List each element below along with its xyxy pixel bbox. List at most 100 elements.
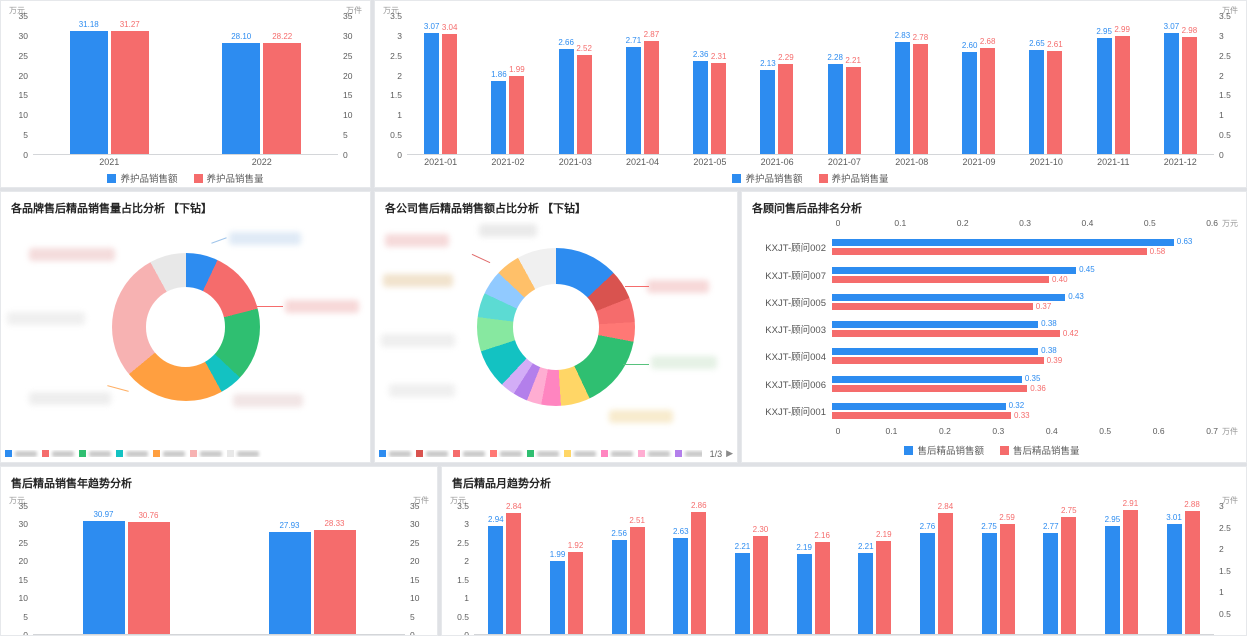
- y-tick: 3: [1219, 501, 1224, 511]
- legend-item[interactable]: 养护品销售量: [818, 171, 889, 185]
- legend-chip[interactable]: [675, 450, 702, 457]
- bar-value-label: 2.21: [845, 55, 861, 65]
- bar-group: 2.75 2.59: [981, 506, 1015, 634]
- bar-value-label: 2.77: [1042, 521, 1059, 531]
- donut-ring[interactable]: [477, 247, 635, 406]
- y-tick: 0: [23, 630, 28, 636]
- donut-ring[interactable]: [111, 252, 260, 401]
- bar-wrap: 2.31: [711, 16, 726, 154]
- row-bars: 0.45 0.40: [832, 263, 1236, 287]
- bar-sales-volume: [1114, 36, 1130, 154]
- bar-sales-volume: [127, 521, 170, 634]
- bar-chart: 万元 万件 0 5 10 15 20 25 30 35 30.97 30.76 27.93 28.33 0 5…: [1, 491, 437, 635]
- blurred-legend-text: [389, 450, 411, 457]
- panel-title: 各品牌售后精品销售量占比分析 【下钻】: [11, 203, 213, 215]
- bar-sales-amount: [693, 60, 709, 154]
- legend-swatch: [527, 450, 534, 457]
- legend-item[interactable]: 售后精品销售额: [904, 443, 984, 457]
- y-axis-right: 0.5 1 1.5 2 2.5 3: [1214, 501, 1240, 635]
- legend-swatch: [416, 450, 423, 457]
- bar-value-label: 1.99: [509, 64, 525, 74]
- bar-group: 2.66 2.52: [558, 16, 592, 154]
- legend-strip: [5, 450, 366, 457]
- pagination: 1/3 ▶: [710, 448, 733, 459]
- legend-swatch: [564, 450, 571, 457]
- x-tick: 0.4: [1081, 218, 1094, 228]
- blurred-legend-text: [200, 450, 222, 457]
- x-label: 2021-06: [760, 157, 794, 167]
- bar-sales-volume: [752, 535, 768, 634]
- bar-wrap: 2.84: [506, 502, 522, 634]
- y-tick: 1.5: [390, 90, 402, 101]
- legend-item[interactable]: 售后精品销售量: [1000, 443, 1080, 457]
- bar-sales-volume: [263, 42, 302, 154]
- bar-value-label: 1.86: [491, 69, 507, 79]
- x-tick: 0.5: [1099, 426, 1112, 436]
- legend-chip[interactable]: [42, 450, 74, 457]
- legend-item[interactable]: 养护品销售量: [193, 171, 264, 185]
- panel-boutique-month-trend: 售后精品月趋势分析 万元 万件 0 0.5 1 1.5 2 2.5 3 3.5 2.94 2.84 1.…: [441, 466, 1247, 636]
- bar-sales-amount: [1163, 32, 1179, 154]
- x-axis: 2021-01 2021-02 2021-03 2021-04 2021-05 2021-…: [381, 155, 1240, 169]
- bar-value-label: 31.18: [78, 20, 99, 30]
- legend-item[interactable]: 养护品销售额: [732, 171, 803, 185]
- legend-chip[interactable]: [527, 450, 559, 457]
- bar-sales-amount: [488, 526, 504, 634]
- bar-value-label: 0.42: [1062, 329, 1079, 338]
- rank-row: KXJT-顾问007 0.45 0.40: [748, 263, 1236, 287]
- bar-group: 2.13 2.29: [760, 16, 794, 154]
- legend-chip[interactable]: [601, 450, 633, 457]
- legend-chip[interactable]: [638, 450, 670, 457]
- y-tick: 25: [410, 537, 420, 548]
- bar-value-label: 2.21: [734, 542, 751, 552]
- axis-ticks: 0 0.1 0.2 0.3 0.4 0.5 0.6 0.7 万件: [836, 426, 1238, 440]
- legend-chip[interactable]: [416, 450, 448, 457]
- x-label: 2022: [251, 157, 272, 167]
- bar-sales-amount: [832, 293, 1066, 301]
- y-axis-left: 0 5 10 15 20 25 30 35: [7, 11, 33, 160]
- blurred-label: [7, 312, 85, 325]
- bar-wrap: 2.65: [1029, 16, 1045, 154]
- bar-wrap: 1.99: [550, 506, 565, 634]
- bar-value-label: 1.92: [567, 541, 584, 551]
- bar-sales-volume: [832, 275, 1049, 283]
- y-tick: 3.5: [457, 501, 469, 511]
- bar-sales-volume: [832, 384, 1028, 392]
- legend-chip[interactable]: [116, 450, 148, 457]
- legend-chip[interactable]: [564, 450, 596, 457]
- legend-chip[interactable]: [490, 450, 522, 457]
- y-tick: 20: [343, 70, 353, 81]
- legend-chip[interactable]: [79, 450, 111, 457]
- legend-item[interactable]: 养护品销售额: [107, 171, 178, 185]
- y-tick: 10: [410, 593, 420, 604]
- legend-chip[interactable]: [153, 450, 185, 457]
- bar-sales-volume: [912, 44, 928, 154]
- legend-chip[interactable]: [227, 450, 259, 457]
- bar-sales-volume: [711, 62, 727, 154]
- bar-wrap: 2.94: [488, 506, 504, 634]
- blurred-label: [651, 356, 717, 369]
- legend-chip[interactable]: [453, 450, 485, 457]
- bar-value-label: 0.35: [1024, 373, 1041, 383]
- legend-swatch: [638, 450, 645, 457]
- legend-chip[interactable]: [379, 450, 411, 457]
- legend-chip[interactable]: [190, 450, 222, 457]
- blurred-legend-text: [426, 450, 448, 457]
- bar-value-label: 3.07: [1163, 21, 1180, 31]
- bar-wrap: 30.97: [82, 506, 125, 634]
- next-page-icon[interactable]: ▶: [726, 448, 733, 458]
- unit-right-label: 万件: [1222, 6, 1238, 15]
- x-axis-top: 0 0.1 0.2 0.3 0.4 0.5 0.6 万元: [748, 218, 1238, 232]
- row-bars: 0.43 0.37: [832, 290, 1236, 314]
- bar-sales-volume: [567, 552, 583, 634]
- legend-chip[interactable]: [5, 450, 37, 457]
- bar-value-label: 0.37: [1035, 301, 1052, 311]
- legend-strip-row: 1/3 ▶: [375, 447, 737, 462]
- axis-ticks: 0 0.1 0.2 0.3 0.4 0.5 0.6 万元: [836, 218, 1238, 232]
- bar-sales-volume: [832, 411, 1012, 419]
- y-tick: 10: [18, 110, 28, 121]
- legend-swatch: [42, 450, 49, 457]
- bar-value-label: 2.36: [692, 49, 709, 59]
- y-tick: 30: [343, 30, 353, 41]
- bar-group: 2.60 2.68: [962, 16, 995, 154]
